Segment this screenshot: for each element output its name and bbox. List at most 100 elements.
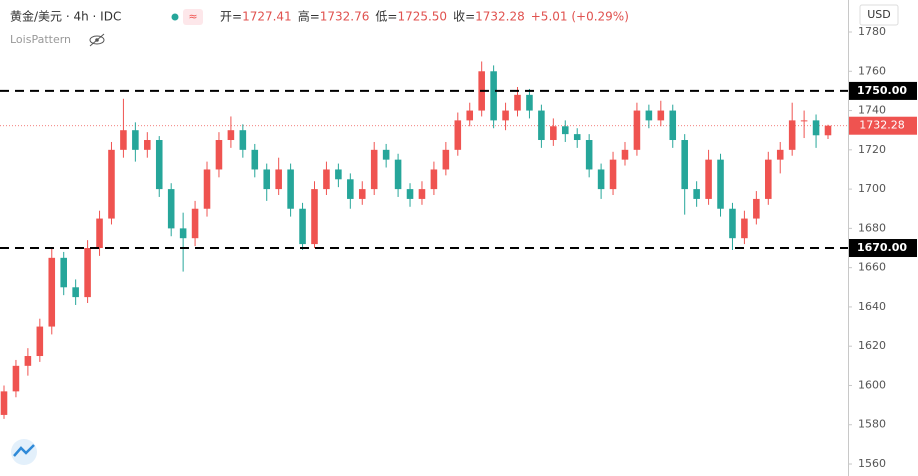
candle-body bbox=[215, 140, 223, 170]
y-tick-label: 1640 bbox=[858, 300, 886, 313]
ohlc-value: 1727.41 bbox=[242, 10, 292, 24]
currency: USD bbox=[867, 8, 891, 21]
y-tick-label: 1780 bbox=[858, 25, 886, 38]
candle-body bbox=[311, 189, 318, 245]
candle-body bbox=[418, 189, 426, 199]
indicator-name[interactable]: LoisPattern bbox=[10, 33, 71, 46]
candle-body bbox=[239, 130, 247, 150]
candle-body bbox=[335, 169, 342, 180]
candle-body bbox=[275, 169, 282, 190]
y-tick-label: 1580 bbox=[858, 418, 886, 431]
candle-body bbox=[621, 149, 629, 160]
candle-body bbox=[705, 159, 712, 199]
ohlc-label: 收= bbox=[453, 10, 475, 24]
candle-body bbox=[48, 257, 56, 327]
level-label-box bbox=[849, 81, 917, 100]
candle-body bbox=[120, 130, 127, 150]
candle-body bbox=[358, 189, 366, 199]
candle-body bbox=[681, 140, 688, 190]
candle-body bbox=[729, 208, 736, 239]
ohlc-value: 1732.76 bbox=[320, 10, 370, 24]
logo[interactable] bbox=[11, 439, 37, 465]
level-label: 1670.00 bbox=[857, 241, 907, 254]
candle-body bbox=[526, 94, 533, 111]
candle-body bbox=[645, 110, 653, 121]
candle-body bbox=[84, 248, 91, 298]
candle-body bbox=[800, 120, 808, 122]
candle-body bbox=[561, 126, 569, 135]
candle-body bbox=[633, 110, 641, 150]
candle-body bbox=[370, 149, 378, 190]
candle-body bbox=[573, 134, 581, 141]
status-dot[interactable] bbox=[171, 13, 179, 21]
level-label-box bbox=[849, 239, 917, 258]
status-badge[interactable] bbox=[183, 9, 203, 25]
eye-icon[interactable] bbox=[89, 33, 105, 47]
y-tick-label: 1720 bbox=[858, 143, 886, 156]
candle-body bbox=[430, 169, 438, 190]
candle-body bbox=[741, 218, 748, 239]
candle-body bbox=[753, 198, 760, 219]
candle-body bbox=[693, 189, 700, 199]
ohlc-label: 高= bbox=[298, 9, 320, 24]
candle-body bbox=[550, 126, 557, 141]
candle-body bbox=[132, 130, 139, 150]
candle-body bbox=[347, 179, 354, 199]
candle-body bbox=[72, 287, 79, 298]
y-tick-label: 1760 bbox=[858, 64, 886, 77]
candle-body bbox=[24, 356, 32, 366]
candle-body bbox=[490, 71, 497, 121]
candle-body bbox=[657, 110, 665, 121]
candle-body bbox=[812, 120, 820, 136]
last-price-label: 1732.28 bbox=[859, 119, 905, 132]
candle-body bbox=[382, 149, 390, 160]
candle-body bbox=[514, 94, 521, 111]
candle-body bbox=[263, 169, 271, 190]
candle-body bbox=[108, 149, 115, 219]
candle-body bbox=[788, 120, 796, 150]
candle-body bbox=[0, 391, 8, 415]
candle-body bbox=[155, 140, 163, 190]
y-tick-label: 1740 bbox=[858, 104, 886, 117]
change: +5.01 (+0.29%) bbox=[531, 10, 629, 24]
candle-body bbox=[287, 169, 294, 209]
candle-body bbox=[12, 365, 20, 392]
level-label: 1750.00 bbox=[857, 84, 907, 97]
ohlc: 开= 1727.41 高= 1732.76 低= 1725.50 收= 1732.28 +5.0… bbox=[220, 9, 629, 24]
candle-body bbox=[394, 159, 402, 190]
last-price-box bbox=[849, 116, 917, 135]
candle-body bbox=[144, 140, 151, 150]
candle-body bbox=[597, 169, 605, 190]
candle-body bbox=[227, 130, 235, 141]
candle-body bbox=[538, 110, 545, 141]
candle-body bbox=[669, 110, 677, 141]
candle-body bbox=[717, 159, 724, 209]
y-tick-label: 1620 bbox=[858, 339, 886, 352]
candle-body bbox=[60, 257, 67, 288]
candle-body bbox=[824, 125, 832, 136]
candle-body bbox=[299, 208, 306, 245]
y-tick-label: 1660 bbox=[858, 261, 886, 274]
badge-icon: ≈ bbox=[188, 10, 197, 23]
y-tick-label: 1700 bbox=[858, 182, 886, 195]
ohlc-value: 1725.50 bbox=[397, 10, 447, 24]
candle-body bbox=[466, 110, 474, 121]
symbol: 黄金/美元 · 4h · IDC bbox=[10, 9, 121, 24]
candle-body bbox=[406, 189, 414, 199]
candle-body bbox=[454, 120, 462, 150]
candle-body bbox=[585, 140, 593, 170]
candle-body bbox=[502, 110, 509, 121]
y-tick-label: 1560 bbox=[858, 457, 886, 470]
candle-body bbox=[609, 159, 617, 190]
candle-body bbox=[765, 159, 772, 199]
candle-body bbox=[36, 326, 44, 357]
ohlc-value: 1732.28 bbox=[475, 10, 525, 24]
candle-body bbox=[203, 169, 211, 209]
candle-body bbox=[167, 189, 175, 229]
candle-body bbox=[442, 149, 450, 170]
y-tick-label: 1680 bbox=[858, 221, 886, 234]
currency-box[interactable] bbox=[859, 4, 899, 26]
candle-body bbox=[179, 228, 187, 239]
